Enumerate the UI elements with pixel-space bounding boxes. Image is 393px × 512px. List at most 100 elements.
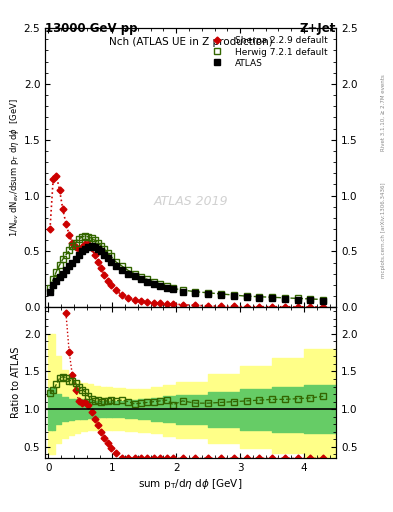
Herwig 7.2.1 default [295, 295, 300, 302]
Sherpa 2.2.9 default [76, 246, 81, 252]
Herwig 7.2.1 default [206, 290, 211, 296]
Sherpa 2.2.9 default [145, 299, 150, 305]
Sherpa 2.2.9 default [126, 295, 130, 301]
Text: 13000 GeV pp: 13000 GeV pp [45, 22, 138, 34]
Sherpa 2.2.9 default [102, 272, 107, 278]
Herwig 7.2.1 default [89, 235, 94, 241]
Sherpa 2.2.9 default [171, 301, 175, 307]
ATLAS [321, 297, 325, 304]
Herwig 7.2.1 default [257, 294, 262, 300]
Herwig 7.2.1 default [321, 296, 325, 303]
Herwig 7.2.1 default [145, 276, 150, 283]
ATLAS [67, 263, 72, 269]
Herwig 7.2.1 default [64, 252, 68, 258]
Legend: Sherpa 2.2.9 default, Herwig 7.2.1 default, ATLAS: Sherpa 2.2.9 default, Herwig 7.2.1 defau… [202, 33, 332, 71]
ATLAS [132, 273, 137, 279]
Sherpa 2.2.9 default [193, 302, 198, 308]
Sherpa 2.2.9 default [92, 252, 97, 258]
Sherpa 2.2.9 default [86, 241, 91, 247]
Sherpa 2.2.9 default [73, 244, 78, 250]
Herwig 7.2.1 default [51, 276, 55, 283]
Herwig 7.2.1 default [244, 293, 249, 299]
Herwig 7.2.1 default [193, 289, 198, 295]
Herwig 7.2.1 default [113, 259, 118, 265]
Sherpa 2.2.9 default [244, 304, 249, 310]
Herwig 7.2.1 default [99, 243, 103, 249]
Sherpa 2.2.9 default [57, 187, 62, 193]
Sherpa 2.2.9 default [99, 265, 103, 271]
Sherpa 2.2.9 default [180, 302, 185, 308]
Sherpa 2.2.9 default [295, 304, 300, 310]
ATLAS [113, 263, 118, 269]
ATLAS [73, 256, 78, 262]
ATLAS [295, 296, 300, 303]
Sherpa 2.2.9 default [321, 304, 325, 310]
Herwig 7.2.1 default [83, 233, 88, 239]
ATLAS [164, 285, 169, 291]
Sherpa 2.2.9 default [119, 292, 124, 298]
Sherpa 2.2.9 default [283, 304, 287, 310]
Herwig 7.2.1 default [231, 292, 236, 298]
ATLAS [86, 244, 91, 250]
Herwig 7.2.1 default [80, 234, 84, 240]
ATLAS [231, 293, 236, 299]
ATLAS [76, 252, 81, 258]
ATLAS [219, 292, 223, 298]
ATLAS [139, 276, 143, 283]
Sherpa 2.2.9 default [132, 297, 137, 303]
Sherpa 2.2.9 default [164, 301, 169, 307]
Text: ATLAS 2019: ATLAS 2019 [153, 195, 228, 208]
Herwig 7.2.1 default [119, 263, 124, 269]
Herwig 7.2.1 default [95, 240, 100, 246]
Herwig 7.2.1 default [102, 246, 107, 252]
Text: Rivet 3.1.10, ≥ 2.7M events: Rivet 3.1.10, ≥ 2.7M events [381, 74, 386, 151]
Sherpa 2.2.9 default [64, 221, 68, 227]
ATLAS [206, 291, 211, 297]
Herwig 7.2.1 default [61, 256, 65, 262]
Herwig 7.2.1 default [158, 281, 163, 287]
Line: ATLAS: ATLAS [47, 243, 326, 304]
Herwig 7.2.1 default [151, 279, 156, 285]
Herwig 7.2.1 default [57, 262, 62, 268]
Herwig 7.2.1 default [67, 247, 72, 253]
ATLAS [151, 281, 156, 287]
Sherpa 2.2.9 default [151, 300, 156, 306]
ATLAS [126, 271, 130, 277]
ATLAS [51, 282, 55, 288]
Sherpa 2.2.9 default [257, 304, 262, 310]
X-axis label: sum p$_{\rm T}$/d$\eta$ d$\phi$ [GeV]: sum p$_{\rm T}$/d$\eta$ d$\phi$ [GeV] [138, 477, 243, 492]
Line: Sherpa 2.2.9 default: Sherpa 2.2.9 default [48, 173, 326, 309]
ATLAS [80, 248, 84, 254]
Sherpa 2.2.9 default [108, 282, 113, 288]
ATLAS [64, 267, 68, 273]
ATLAS [244, 294, 249, 301]
ATLAS [158, 283, 163, 289]
ATLAS [270, 295, 274, 302]
ATLAS [308, 297, 313, 303]
Text: Z+Jet: Z+Jet [299, 22, 336, 34]
ATLAS [108, 259, 113, 265]
Herwig 7.2.1 default [76, 236, 81, 242]
Sherpa 2.2.9 default [219, 303, 223, 309]
ATLAS [92, 244, 97, 250]
Sherpa 2.2.9 default [48, 226, 52, 232]
Sherpa 2.2.9 default [231, 304, 236, 310]
Herwig 7.2.1 default [126, 267, 130, 273]
Herwig 7.2.1 default [164, 283, 169, 289]
Sherpa 2.2.9 default [80, 244, 84, 250]
Herwig 7.2.1 default [180, 287, 185, 293]
ATLAS [283, 296, 287, 302]
ATLAS [193, 290, 198, 296]
Y-axis label: Ratio to ATLAS: Ratio to ATLAS [11, 347, 21, 418]
Text: Nch (ATLAS UE in Z production): Nch (ATLAS UE in Z production) [109, 36, 272, 47]
Herwig 7.2.1 default [308, 296, 313, 302]
ATLAS [57, 274, 62, 280]
Herwig 7.2.1 default [139, 274, 143, 280]
ATLAS [99, 248, 103, 254]
Line: Herwig 7.2.1 default: Herwig 7.2.1 default [47, 233, 326, 302]
Herwig 7.2.1 default [105, 249, 110, 255]
Herwig 7.2.1 default [92, 237, 97, 243]
Text: mcplots.cern.ch [arXiv:1306.3436]: mcplots.cern.ch [arXiv:1306.3436] [381, 183, 386, 278]
ATLAS [70, 260, 75, 266]
Herwig 7.2.1 default [54, 268, 59, 274]
